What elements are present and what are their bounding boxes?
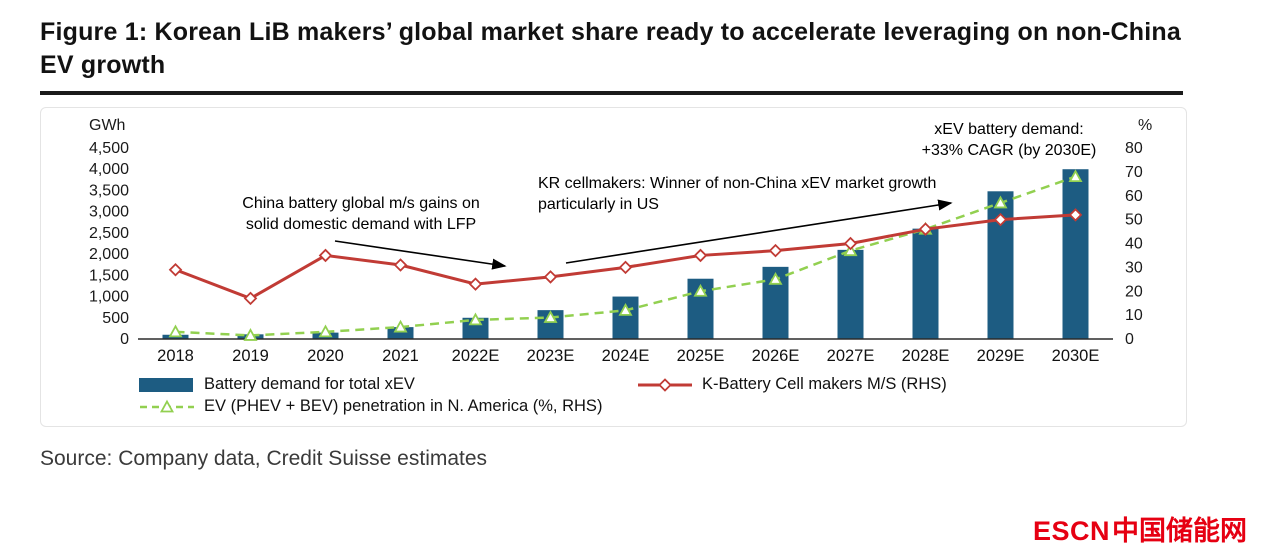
left-axis-unit: GWh (89, 117, 125, 134)
x-tick-label: 2028E (902, 347, 950, 365)
legend-row-1: Battery demand for total xEV K-Battery C… (139, 375, 1184, 394)
legend-label-red-line-series: K-Battery Cell makers M/S (RHS) (701, 375, 947, 393)
bar (387, 327, 414, 339)
escn-logo-en: ESCN (1032, 516, 1110, 546)
annotation-text: China battery global m/s gains on (242, 195, 479, 212)
annotation-arrow (334, 240, 507, 270)
left-tick-label: 4,500 (89, 140, 129, 157)
escn-logo: ESCN中国储能网 (1033, 509, 1247, 548)
x-tick-label: 2019 (232, 347, 269, 365)
legend-item-bar-series: Battery demand for total xEV (139, 375, 415, 394)
annotation-arrow (565, 199, 953, 264)
triangle-marker (618, 302, 633, 316)
right-tick-label: 50 (1125, 212, 1143, 229)
x-tick-label: 2020 (307, 347, 344, 365)
right-tick-label: 20 (1125, 283, 1143, 300)
chart-panel: GWh% 0 500 1,000 1,500 2,000 2,500 3,000 3,500 4,… (40, 107, 1187, 427)
diamond-marker (468, 277, 483, 291)
legend-item-red-line-series: K-Battery Cell makers M/S (RHS) (637, 375, 947, 394)
left-tick-label: 2,500 (89, 225, 129, 242)
x-tick-label: 2023E (527, 347, 575, 365)
diamond-marker (168, 262, 183, 277)
x-tick-label: 2022E (452, 347, 500, 365)
diamond-marker (768, 243, 783, 258)
x-tick-label: 2018 (157, 347, 194, 365)
triangle-marker (768, 271, 783, 285)
diamond-marker (543, 270, 558, 284)
right-tick-label: 80 (1125, 140, 1143, 157)
annotation-text: solid domestic demand with LFP (246, 216, 476, 233)
escn-logo-cn: 中国储能网 (1112, 516, 1247, 546)
right-tick-label: 10 (1125, 307, 1143, 324)
triangle-marker (543, 310, 558, 323)
legend-item-green-line-series: EV (PHEV + BEV) penetration in N. Americ… (139, 397, 602, 416)
x-tick-label: 2021 (382, 347, 419, 365)
red-line-swatch-icon (637, 377, 693, 393)
triangle-marker (693, 283, 708, 297)
diamond-marker (843, 236, 858, 251)
annotation-text: +33% CAGR (by 2030E) (922, 142, 1097, 159)
triangle-marker (393, 319, 408, 333)
left-tick-label: 0 (120, 331, 129, 348)
triangle-marker (243, 328, 258, 341)
left-tick-label: 1,000 (89, 289, 129, 306)
legend-row-2: EV (PHEV + BEV) penetration in N. Americ… (139, 397, 1184, 416)
left-tick-label: 3,500 (89, 182, 129, 199)
triangle-marker (168, 324, 183, 338)
bar (612, 296, 639, 339)
x-tick-label: 2024E (602, 347, 650, 365)
chart-legend: Battery demand for total xEV K-Battery C… (43, 375, 1184, 416)
right-tick-label: 70 (1125, 164, 1143, 181)
source-note: Source: Company data, Credit Suisse esti… (40, 447, 488, 470)
bar (837, 249, 864, 339)
x-tick-label: 2030E (1052, 347, 1100, 365)
diamond-marker (318, 248, 333, 263)
diamond-marker (1068, 208, 1083, 222)
annotation-text: KR cellmakers: Winner of non-China xEV m… (538, 175, 936, 192)
diamond-marker (393, 258, 408, 272)
left-tick-label: 1,500 (89, 267, 129, 284)
green-line-swatch-icon (139, 399, 195, 415)
bar-series-swatch-icon (139, 377, 195, 393)
right-tick-label: 0 (1125, 331, 1134, 348)
diamond-marker (243, 291, 258, 306)
diamond-marker (618, 260, 633, 275)
annotation-text: xEV battery demand: (934, 121, 1083, 138)
right-tick-label: 30 (1125, 259, 1143, 276)
title-divider (40, 91, 1183, 95)
diamond-marker (918, 222, 933, 236)
diamond-marker (993, 212, 1008, 227)
annotation-text: particularly in US (538, 196, 659, 213)
x-tick-label: 2029E (977, 347, 1025, 365)
bar (462, 317, 489, 339)
triangle-marker (1068, 169, 1083, 183)
triangle-marker (318, 324, 333, 338)
right-tick-label: 60 (1125, 188, 1143, 205)
x-tick-label: 2027E (827, 347, 875, 365)
x-tick-label: 2025E (677, 347, 725, 365)
legend-label-bar-series: Battery demand for total xEV (204, 375, 415, 393)
legend-label-green-line-series: EV (PHEV + BEV) penetration in N. Americ… (204, 397, 603, 415)
right-axis-unit: % (1138, 117, 1152, 134)
bar (912, 228, 939, 339)
right-tick-label: 40 (1125, 236, 1143, 253)
diamond-marker (693, 248, 708, 263)
triangle-marker (468, 312, 483, 326)
left-tick-label: 4,000 (89, 161, 129, 178)
triangle-marker (993, 195, 1008, 209)
left-tick-label: 500 (102, 310, 129, 327)
left-tick-label: 3,000 (89, 204, 129, 221)
chart-svg: GWh %05001,0001,5002,0002,5003,0003,5004,… (89, 117, 1152, 365)
figure-title: Figure 1: Korean LiB makers’ global mark… (40, 18, 1181, 79)
left-tick-label: 2,000 (89, 246, 129, 263)
x-tick-label: 2026E (752, 347, 800, 365)
bar (1062, 169, 1089, 339)
